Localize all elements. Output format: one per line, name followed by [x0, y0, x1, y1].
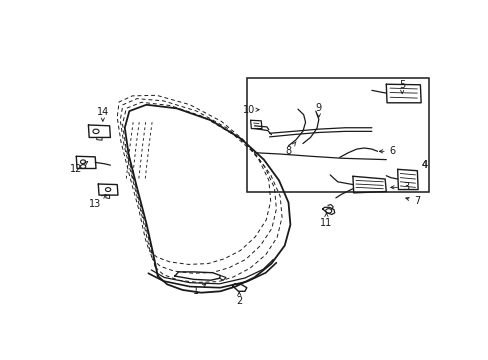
- Text: 10: 10: [242, 105, 259, 115]
- Text: 9: 9: [315, 103, 321, 117]
- Bar: [246, 78, 428, 192]
- Text: 12: 12: [70, 162, 87, 174]
- Text: 8: 8: [285, 141, 295, 156]
- Text: 7: 7: [405, 196, 420, 206]
- Text: 4: 4: [421, 160, 427, 170]
- Text: 5: 5: [398, 80, 405, 94]
- Text: 1: 1: [192, 284, 205, 296]
- Text: 14: 14: [97, 107, 109, 121]
- Text: 3: 3: [390, 183, 408, 192]
- Text: 11: 11: [320, 213, 332, 228]
- Text: 13: 13: [89, 194, 105, 209]
- Text: 2: 2: [236, 292, 242, 306]
- Text: 6: 6: [379, 146, 395, 156]
- Text: 4: 4: [421, 160, 427, 170]
